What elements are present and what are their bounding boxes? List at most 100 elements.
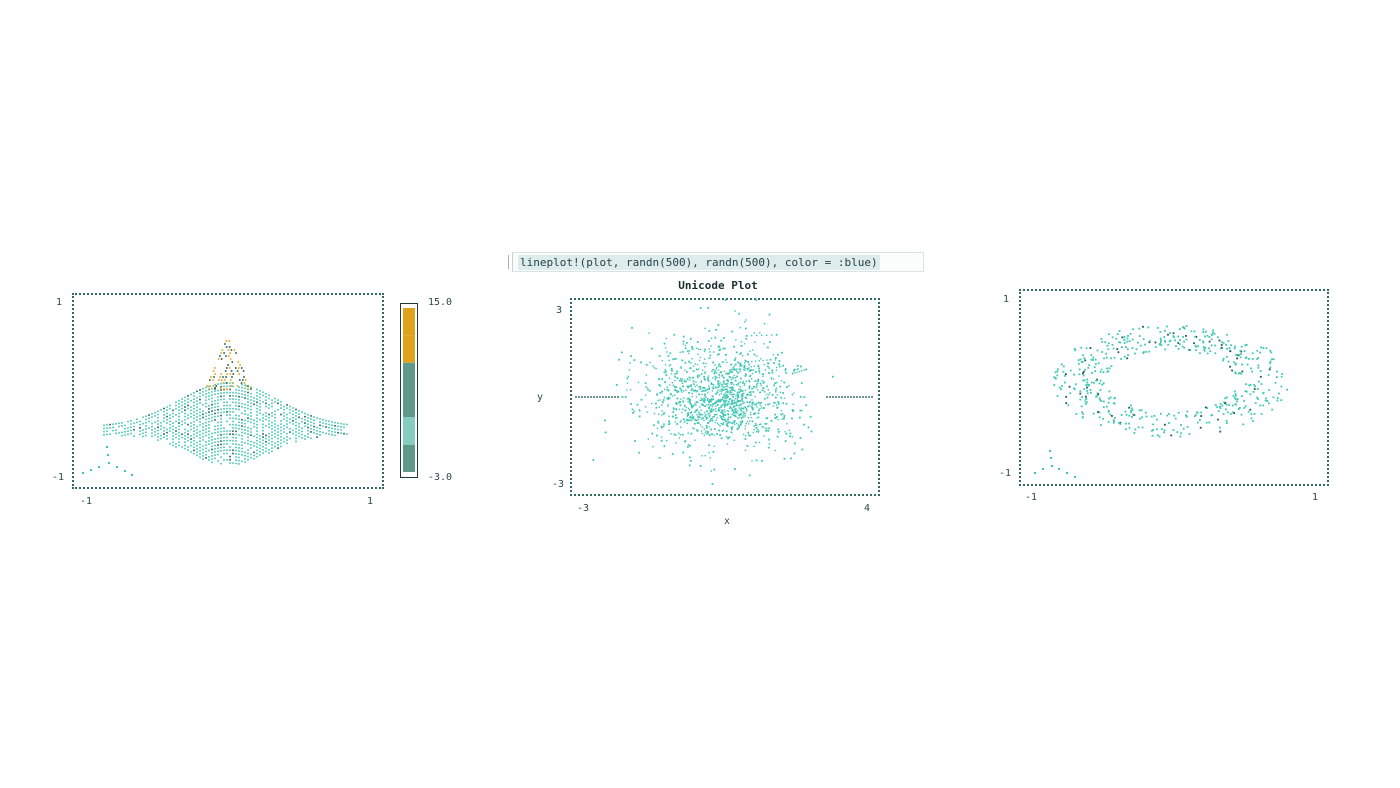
right-torus-dot <box>1156 418 1158 421</box>
code-cell-text[interactable]: lineplot!(plot, randn(500), randn(500), … <box>518 255 880 270</box>
right-torus-dot <box>1239 371 1241 374</box>
middle-line-dot <box>668 377 671 380</box>
middle-line-dot <box>695 368 698 370</box>
middle-line-dot <box>727 414 729 416</box>
middle-line-dot <box>713 445 716 447</box>
colorbar <box>400 303 418 478</box>
left-surface-dot <box>151 435 153 438</box>
middle-point-dot <box>767 430 770 432</box>
right-torus-dot <box>1216 406 1219 408</box>
left-surface-dot <box>214 403 216 405</box>
left-surface-dot <box>223 440 225 442</box>
middle-line-dot <box>637 381 640 384</box>
middle-line-dot <box>724 389 726 391</box>
middle-line-dot <box>730 431 732 433</box>
middle-line-dot <box>731 413 733 416</box>
left-surface-dot <box>172 409 174 412</box>
left-surface-dot <box>154 431 156 433</box>
right-torus-dot <box>1128 426 1131 429</box>
middle-line-dot <box>730 387 732 389</box>
middle-line-dot <box>712 416 714 418</box>
middle-line-dot <box>733 406 735 408</box>
left-surface-dot <box>304 425 306 428</box>
middle-line-dot <box>758 441 761 444</box>
left-surface-dot <box>286 420 288 422</box>
right-torus-dot <box>1130 404 1132 407</box>
left-surface-dot <box>208 427 210 429</box>
left-surface-dot <box>154 421 156 424</box>
left-surface-dot <box>244 397 246 399</box>
left-surface-dot <box>232 436 234 439</box>
middle-line-dot <box>732 414 735 417</box>
middle-line-dot <box>659 399 661 401</box>
left-surface-dot <box>247 420 249 423</box>
middle-line-dot <box>733 423 736 426</box>
right-torus-dot <box>1120 414 1123 416</box>
right-torus-dot <box>1065 402 1068 404</box>
middle-x-tick-right: 4 <box>864 503 871 514</box>
left-surface-dot <box>127 430 129 432</box>
right-torus-dot <box>1172 429 1175 431</box>
left-surface-dot <box>244 403 246 406</box>
left-surface-dot <box>217 447 219 449</box>
middle-baseline-dot <box>608 396 610 398</box>
left-surface-dot <box>313 425 315 428</box>
middle-line-dot <box>713 351 715 353</box>
left-surface-dot <box>229 385 231 387</box>
left-surface-dot <box>238 459 240 462</box>
middle-line-dot <box>732 403 734 405</box>
middle-line-dot <box>726 436 728 438</box>
code-cell-gutter <box>508 255 509 269</box>
right-torus-dot <box>1210 414 1213 417</box>
middle-line-dot <box>744 373 747 375</box>
right-torus-dot <box>1214 344 1217 347</box>
left-surface-dot <box>253 457 255 460</box>
middle-line-dot <box>663 425 665 428</box>
middle-line-dot <box>722 429 725 431</box>
left-surface-dot <box>202 435 204 438</box>
right-torus-dot <box>1231 411 1234 414</box>
right-torus-dot <box>1077 362 1080 365</box>
left-surface-dot <box>139 433 141 436</box>
right-axes-glyph-dot <box>1049 450 1051 452</box>
left-surface-dot <box>217 460 219 462</box>
middle-line-dot <box>747 368 749 371</box>
middle-point-dot <box>729 406 732 408</box>
middle-line-dot <box>710 382 712 384</box>
middle-point-dot <box>638 451 641 454</box>
middle-point-dot <box>688 360 690 363</box>
middle-point-dot <box>713 428 716 430</box>
right-torus-dot <box>1074 349 1077 352</box>
middle-line-dot <box>758 372 761 374</box>
right-torus-dot <box>1159 337 1162 340</box>
right-torus-dot <box>1118 341 1121 344</box>
left-surface-dot <box>160 428 162 430</box>
middle-line-dot <box>740 412 742 415</box>
left-surface-dot <box>142 416 144 419</box>
middle-line-dot <box>762 375 764 378</box>
code-cell[interactable]: lineplot!(plot, randn(500), randn(500), … <box>508 252 924 272</box>
middle-line-dot <box>704 432 707 434</box>
middle-point-dot <box>666 388 669 391</box>
left-surface-dot <box>256 455 258 458</box>
middle-line-dot <box>671 395 674 397</box>
right-torus-dot <box>1247 410 1250 413</box>
right-torus-dot <box>1239 356 1242 359</box>
left-surface-dot <box>316 426 318 429</box>
left-surface-dot <box>175 427 177 429</box>
right-torus-dot <box>1154 346 1157 348</box>
left-surface-dot <box>178 444 180 447</box>
middle-line-dot <box>726 420 728 422</box>
middle-line-dot <box>722 386 725 388</box>
right-torus-dot <box>1269 349 1272 352</box>
left-surface-dot <box>328 423 330 426</box>
middle-point-dot <box>661 378 663 380</box>
middle-line-dot <box>794 372 796 374</box>
left-surface-dot <box>235 437 237 439</box>
middle-line-dot <box>741 382 744 384</box>
right-torus-dot <box>1229 413 1232 415</box>
middle-point-dot <box>755 402 758 405</box>
right-torus-dot <box>1109 413 1112 416</box>
middle-line-dot <box>703 434 705 436</box>
middle-line-dot <box>658 406 660 408</box>
